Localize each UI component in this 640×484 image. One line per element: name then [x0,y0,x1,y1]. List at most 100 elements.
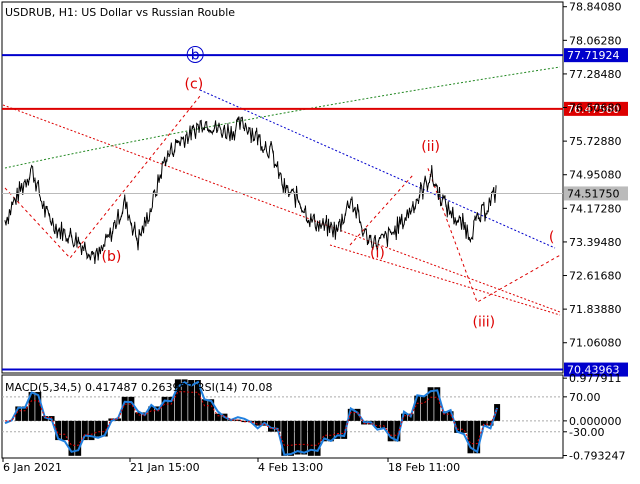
macd-bar [188,380,195,421]
wave-label: (c) [185,76,204,92]
macd-bar [427,387,434,421]
macd-bar [141,412,148,421]
macd-bar [128,396,135,421]
time-tick-label: 6 Jan 2021 [3,461,62,474]
macd-bar [135,412,141,421]
price-tick-label: 71.06080 [569,337,622,350]
wave-label: (iii) [473,314,496,330]
wave-path-bc [4,95,201,259]
price-line [4,116,497,264]
macd-bar [281,420,288,456]
macd-bar [154,406,161,421]
macd-bar [294,420,301,455]
macd-bar [301,420,308,455]
macd-bar [341,420,348,439]
level-label-box [564,101,628,116]
time-tick-label: 18 Feb 11:00 [388,461,460,474]
macd-bar [254,420,261,426]
macd-bar [327,420,334,442]
macd-bar [95,420,102,437]
macd-bar [474,420,481,454]
macd-bar [460,420,467,433]
macd-bar [28,392,35,421]
indicator-label: MACD(5,34,5) 0.417487 0.263957 RSI(14) 7… [5,381,272,394]
indicator-tick-label: -30.00 [569,426,604,439]
wave-label: ( [549,230,554,246]
macd-bar [201,399,208,421]
macd-bar [494,404,501,421]
macd-bar [334,420,341,439]
indicator-tick-label: 0.000000 [569,415,622,428]
macd-bar [307,420,314,456]
macd-bar [21,406,28,421]
wave-path-i-ii [349,174,414,246]
macd-bar [41,416,48,421]
macd-bar [454,420,461,433]
indicator-tick-label: -0.793247 [569,450,625,463]
wave-label: (b) [101,249,121,265]
indicator-tick-label: 0.977911 [569,372,622,385]
macd-bar [434,387,441,421]
rsi-line [4,380,499,456]
macd-bar [274,420,281,432]
macd-bar [115,418,122,421]
macd-bar [381,420,388,429]
moving-average-line [4,66,561,169]
price-tick-label: 73.39480 [569,236,622,249]
macd-bar [440,411,447,421]
macd-bar [447,411,454,421]
chart-title: USDRUB, H1: US Dollar vs Russian Rouble [5,6,235,19]
macd-bar [374,420,381,429]
macd-bar [414,395,421,421]
level-label-box [564,362,628,377]
macd-bar [420,395,427,421]
trend-line-blue [199,89,556,249]
level-label: 77.71924 [567,49,620,62]
macd-bar [121,396,128,421]
macd-bar [174,379,181,421]
macd-bar [101,420,108,437]
channel-line-upper [2,104,561,313]
indicator-pane-frame [1,374,564,459]
price-tick-label: 77.28480 [569,68,622,81]
macd-bar [148,406,155,421]
time-tick-label: 21 Jan 15:00 [130,461,200,474]
price-tick-label: 76.50680 [569,102,622,115]
time-tick-label: 4 Feb 13:00 [258,461,323,474]
macd-bar [75,420,82,456]
macd-bar [214,413,221,421]
price-tick-label: 72.61680 [569,270,622,283]
macd-signal-line [5,391,498,446]
macd-bar [161,396,168,421]
macd-bar [61,420,68,441]
macd-bar [354,408,361,421]
price-tick-label: 74.95080 [569,169,622,182]
projection-path [427,168,562,303]
macd-bar [314,420,321,456]
macd-bar [401,413,407,421]
macd-bar [387,420,394,442]
macd-bar [394,420,401,442]
macd-bar [480,420,487,426]
level-label: 76.47560 [567,103,620,116]
current-price-label: 74.51750 [567,187,620,200]
price-tick-label: 74.17280 [569,202,622,215]
wave-label: (i) [370,246,385,262]
channel-line-lower [329,244,561,316]
current-price-box [564,186,628,201]
macd-bar [347,408,354,421]
main-pane-frame [1,1,564,374]
macd-bar [35,392,42,421]
macd-bar [208,399,215,421]
level-label: 70.43963 [567,364,620,377]
macd-bar [68,420,75,456]
macd-bar [181,379,188,421]
macd-bar [88,420,95,441]
level-label-box [564,48,628,63]
macd-bar [81,420,88,441]
macd-bar [55,420,62,441]
price-tick-label: 78.06280 [569,34,622,47]
indicator-tick-label: 70.00 [569,391,601,404]
